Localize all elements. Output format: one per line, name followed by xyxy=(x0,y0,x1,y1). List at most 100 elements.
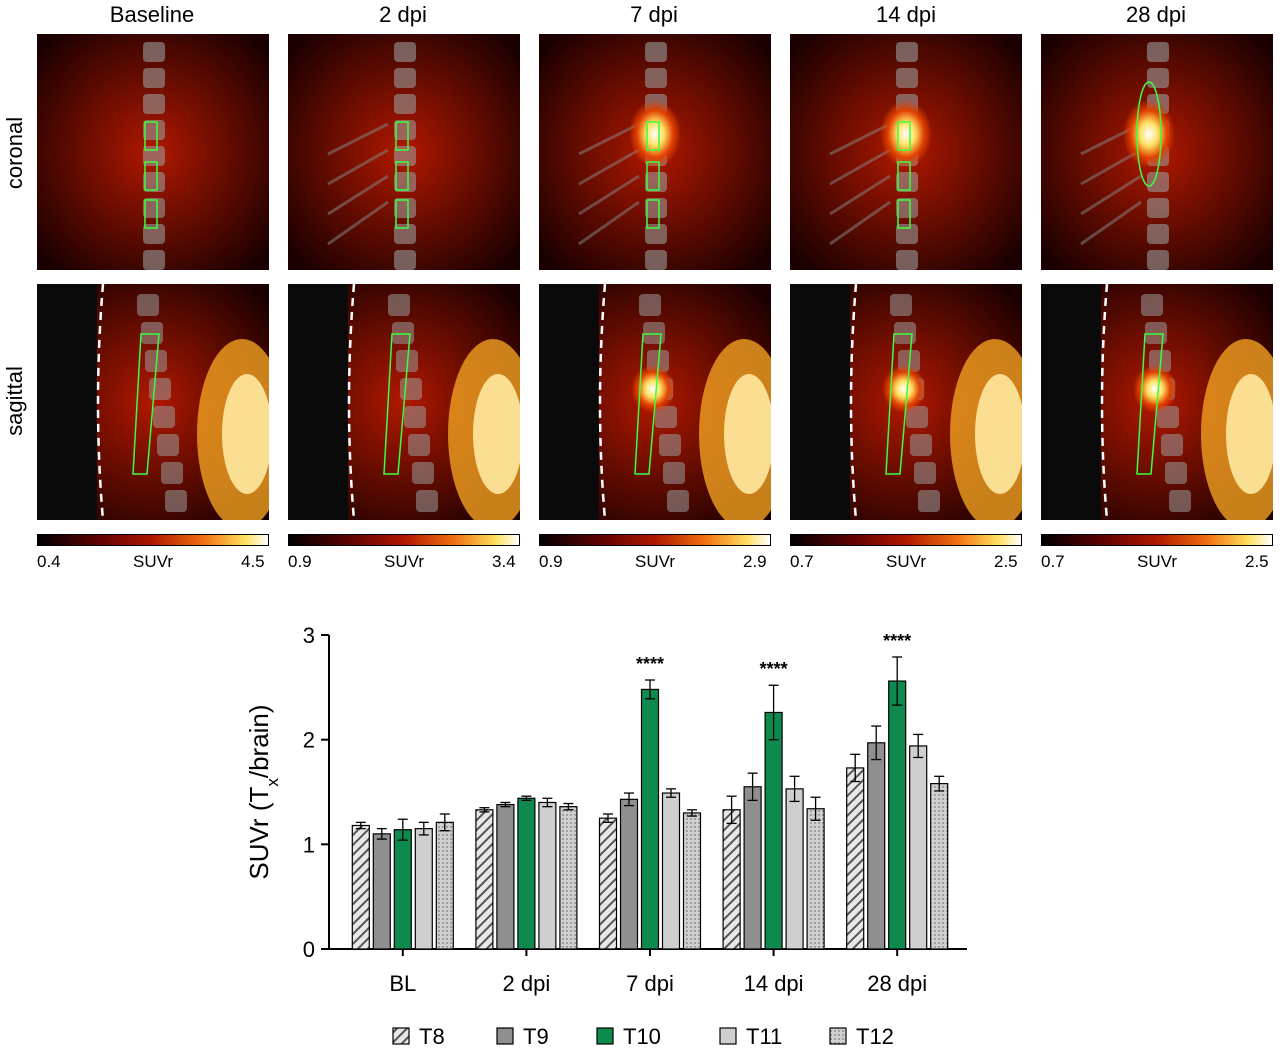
legend-swatch-T10 xyxy=(596,1027,614,1045)
bar-T8-2 xyxy=(598,817,618,950)
legend-label-T9: T9 xyxy=(523,1024,549,1049)
sagittal-scan-1 xyxy=(288,284,520,520)
x-tick-label-3: 14 dpi xyxy=(744,971,804,996)
legend-label-T11: T11 xyxy=(746,1024,782,1049)
colorbar-0 xyxy=(37,534,269,546)
legend-swatch-T11 xyxy=(719,1027,737,1045)
colorbar-min-label-3: 0.7 xyxy=(790,552,814,571)
bar-T12-4 xyxy=(930,783,949,950)
bar-T8-0 xyxy=(351,824,370,950)
error-bar-T10-2 xyxy=(645,679,655,700)
bar-T12-1 xyxy=(559,806,578,950)
legend-label-T10: T10 xyxy=(623,1024,661,1049)
coronal-scan-4 xyxy=(1041,34,1273,270)
colorbar-max-label-3: 2.5 xyxy=(994,552,1018,571)
error-bar-T8-0 xyxy=(355,821,366,830)
colorbar-min-label-4: 0.7 xyxy=(1041,552,1065,571)
error-bar-T9-2 xyxy=(624,792,634,807)
chart-svg: 0 1 2 3 SUVr (Tx/brain) BL 2 dpi **** 7 dpi **** 1… xyxy=(244,623,967,1049)
error-bar-T8-4 xyxy=(850,753,861,783)
error-bar-T8-1 xyxy=(479,807,490,813)
x-tick-label-2: 7 dpi xyxy=(626,971,674,996)
colorbar-min-label-2: 0.9 xyxy=(539,552,563,571)
coronal-scan-2 xyxy=(539,34,771,270)
colorbar-2 xyxy=(539,534,771,546)
error-bar-T11-3 xyxy=(789,775,800,803)
error-bar-T9-4 xyxy=(871,725,882,761)
coronal-scan-0 xyxy=(37,34,269,270)
bar-T12-3 xyxy=(806,808,825,950)
bar-T9-2 xyxy=(619,798,639,950)
x-tick-label-1: 2 dpi xyxy=(503,971,551,996)
colorbar-4 xyxy=(1041,534,1273,546)
error-bar-T11-0 xyxy=(418,821,429,836)
colorbar-label-label-0: SUVr xyxy=(133,552,173,571)
bar-T8-1 xyxy=(475,809,494,950)
colorbar-label-label-4: SUVr xyxy=(1137,552,1177,571)
bar-T11-4 xyxy=(909,745,928,950)
y-tick-label: 3 xyxy=(303,623,315,648)
bar-T9-1 xyxy=(496,803,515,950)
y-axis-label: SUVr (Tx/brain) xyxy=(244,704,282,879)
error-bar-T8-2 xyxy=(603,813,613,824)
colorbar-label-label-3: SUVr xyxy=(886,552,926,571)
y-tick-label: 0 xyxy=(303,937,315,962)
sagittal-scan-4 xyxy=(1041,284,1273,520)
error-bar-T12-0 xyxy=(439,813,450,832)
bar-T10-2 xyxy=(640,688,660,950)
bar-T9-3 xyxy=(743,786,762,950)
error-bar-T11-2 xyxy=(666,788,676,798)
error-bar-T10-3 xyxy=(768,684,779,741)
bar-T10-1 xyxy=(517,797,536,950)
error-bar-T10-0 xyxy=(397,818,408,841)
column-title-2dpi: 2 dpi xyxy=(379,2,427,27)
x-tick-label-0: BL xyxy=(389,971,416,996)
error-bar-T9-1 xyxy=(500,801,511,808)
colorbar-max-label-1: 3.4 xyxy=(492,552,516,571)
error-bar-T9-0 xyxy=(376,827,387,840)
colorbar-min-label-0: 0.4 xyxy=(37,552,61,571)
colorbar-label-label-1: SUVr xyxy=(384,552,424,571)
bar-T8-3 xyxy=(722,809,741,950)
bar-T11-3 xyxy=(785,788,804,950)
significance-marker-4: **** xyxy=(883,631,911,651)
error-bar-T12-1 xyxy=(563,802,574,811)
error-bar-T10-4 xyxy=(892,656,903,706)
sagittal-scan-2 xyxy=(539,284,771,520)
colorbar-min-label-1: 0.9 xyxy=(288,552,312,571)
error-bar-T9-3 xyxy=(747,772,758,802)
column-title-7dpi: 7 dpi xyxy=(630,2,678,27)
legend-label-T12: T12 xyxy=(856,1024,894,1049)
colorbar-label-label-2: SUVr xyxy=(635,552,675,571)
bar-T11-0 xyxy=(414,828,433,950)
bar-T9-4 xyxy=(867,742,886,950)
coronal-scan-1 xyxy=(288,34,520,270)
row-title-sagittal: sagittal xyxy=(2,366,27,436)
error-bar-T11-1 xyxy=(542,797,553,808)
bar-T11-1 xyxy=(538,801,557,950)
sagittal-scan-0 xyxy=(37,284,269,520)
error-bar-T12-4 xyxy=(934,775,945,792)
legend-swatch-T9 xyxy=(496,1027,514,1045)
colorbar-max-label-4: 2.5 xyxy=(1245,552,1269,571)
sagittal-scan-3 xyxy=(790,284,1022,520)
y-tick-label: 2 xyxy=(303,728,315,753)
error-bar-T12-3 xyxy=(810,796,821,821)
colorbar-1 xyxy=(288,534,520,546)
column-title-14dpi: 14 dpi xyxy=(876,2,936,27)
column-title-28dpi: 28 dpi xyxy=(1126,2,1186,27)
significance-marker-3: **** xyxy=(760,659,788,679)
bar-T11-2 xyxy=(661,792,681,950)
error-bar-T8-3 xyxy=(726,795,737,825)
bar-T12-2 xyxy=(682,812,702,950)
bar-T10-4 xyxy=(888,680,907,950)
legend-swatch-T8 xyxy=(392,1027,410,1045)
y-tick-label: 1 xyxy=(303,832,315,857)
x-tick-label-4: 28 dpi xyxy=(867,971,927,996)
bar-T10-0 xyxy=(393,829,412,950)
colorbar-max-label-0: 4.5 xyxy=(241,552,265,571)
bar-T10-3 xyxy=(764,711,783,950)
error-bar-T11-4 xyxy=(913,733,924,759)
legend-label-T8: T8 xyxy=(419,1024,445,1049)
legend-swatch-T12 xyxy=(829,1027,847,1045)
